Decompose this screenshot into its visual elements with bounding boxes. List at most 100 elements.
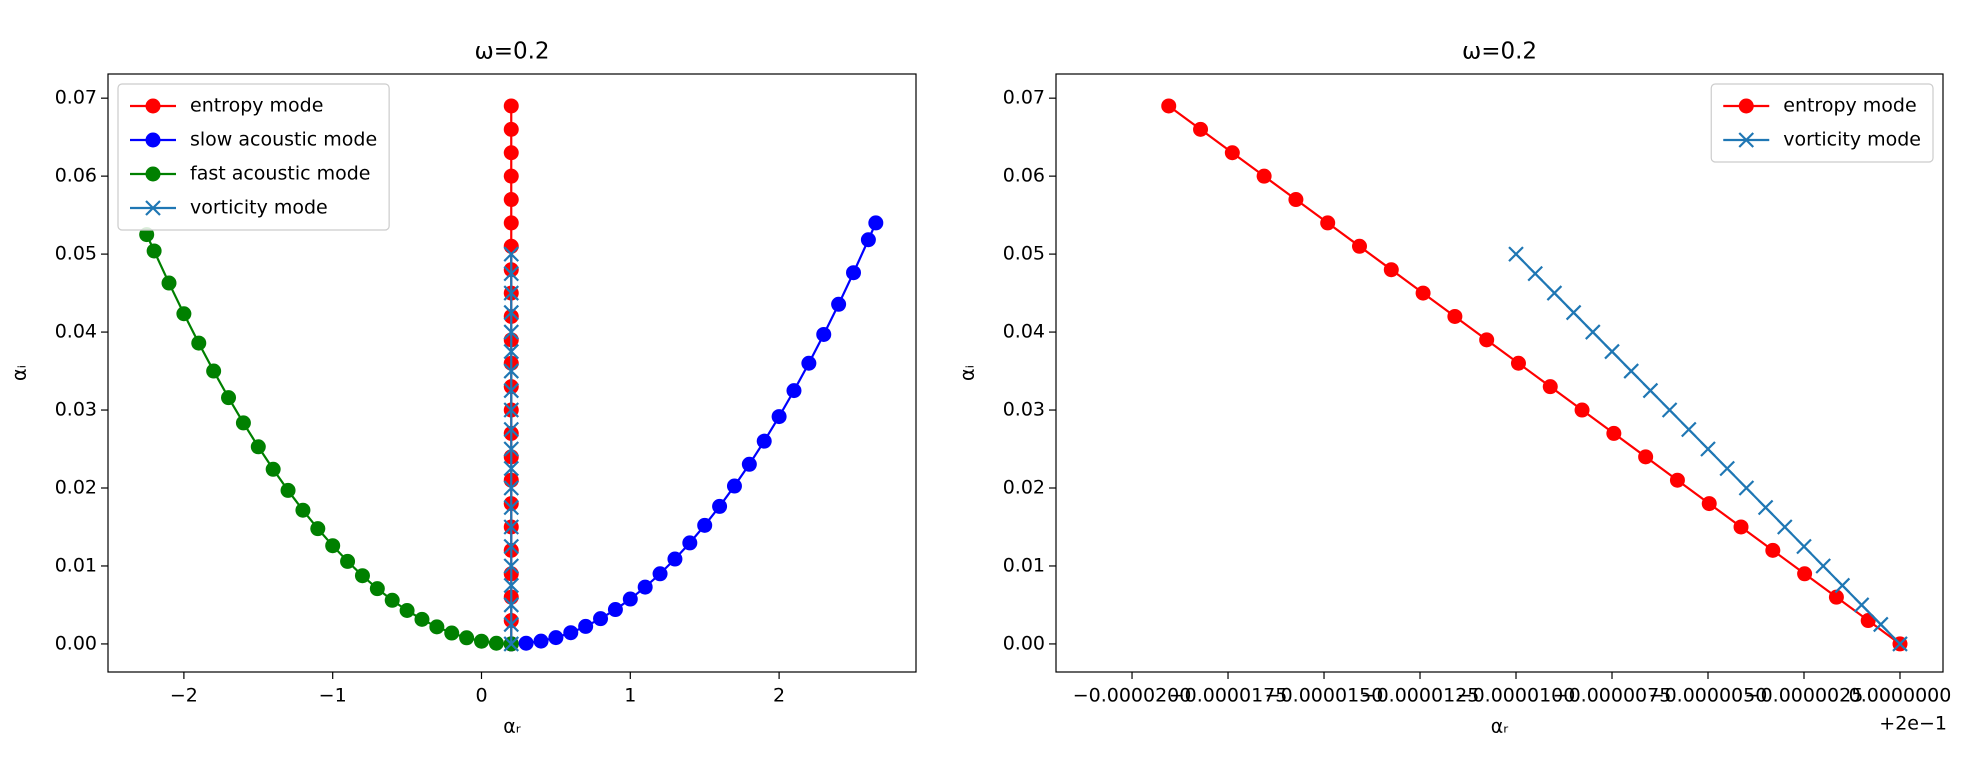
marker — [831, 296, 847, 312]
y-tick-label: 0.05 — [1003, 243, 1045, 265]
marker — [176, 306, 192, 322]
marker — [1604, 343, 1620, 360]
marker — [1853, 597, 1870, 613]
x-tick-label: −0.0000150 — [1265, 685, 1384, 707]
marker — [503, 441, 520, 457]
marker — [1738, 480, 1755, 496]
x-tick-label: −0.0000200 — [1073, 685, 1192, 707]
marker — [280, 482, 296, 498]
plot-area — [1056, 74, 1943, 672]
x-tick-label: 0 — [475, 685, 487, 707]
y-tick-label: 0.05 — [55, 243, 97, 265]
marker — [607, 602, 623, 618]
marker — [250, 439, 266, 455]
y-tick-label: 0.00 — [55, 632, 97, 654]
legend-label: vorticity mode — [190, 197, 328, 219]
marker — [1161, 98, 1177, 114]
marker — [1585, 324, 1601, 340]
marker — [325, 538, 341, 554]
legend-box — [1710, 83, 1934, 163]
marker — [503, 98, 519, 114]
marker — [712, 498, 728, 514]
marker — [503, 324, 520, 340]
marker — [503, 168, 519, 184]
chart-title: ω=0.2 — [474, 39, 549, 65]
marker — [191, 335, 207, 351]
marker — [1796, 538, 1812, 555]
marker — [1834, 577, 1851, 594]
marker — [518, 635, 534, 651]
legend-box — [117, 83, 390, 231]
marker — [1681, 421, 1697, 438]
y-tick-label: 0.03 — [55, 399, 97, 421]
marker — [503, 363, 520, 379]
marker — [221, 390, 237, 406]
marker — [578, 618, 594, 634]
x-tick-label: −0.0000050 — [1649, 685, 1768, 707]
marker — [1892, 636, 1908, 652]
marker — [1351, 238, 1367, 254]
marker — [206, 363, 222, 379]
marker — [1546, 285, 1563, 301]
marker — [741, 456, 757, 472]
marker — [503, 246, 520, 262]
marker — [503, 121, 519, 137]
chart-title: ω=0.2 — [1462, 39, 1537, 65]
marker — [1383, 262, 1399, 278]
x-tick-label: −0.0000075 — [1553, 685, 1672, 707]
marker — [801, 355, 817, 371]
marker — [726, 478, 742, 494]
marker — [503, 192, 519, 208]
legend-label: vorticity mode — [1783, 129, 1921, 151]
marker — [1542, 379, 1558, 395]
marker — [816, 326, 832, 342]
marker — [235, 415, 251, 431]
marker — [295, 502, 311, 518]
marker — [1669, 472, 1685, 488]
y-tick-label: 0.02 — [1003, 477, 1045, 499]
marker — [1815, 558, 1831, 574]
marker — [593, 611, 609, 627]
marker — [1606, 425, 1622, 441]
x-offset-text: +2e−1 — [1879, 713, 1947, 735]
y-tick-label: 0.03 — [1003, 399, 1045, 421]
marker — [548, 630, 564, 646]
legend-marker — [145, 200, 161, 216]
marker — [503, 402, 520, 418]
marker — [622, 591, 638, 607]
marker — [756, 433, 772, 449]
y-tick-label: 0.01 — [1003, 554, 1045, 576]
legend-marker — [145, 166, 161, 182]
marker — [503, 285, 520, 301]
x-axis-label: αᵣ — [503, 716, 521, 738]
marker — [846, 265, 862, 281]
legend-label: fast acoustic mode — [190, 163, 370, 185]
axes-frame — [107, 73, 917, 673]
x-tick-label: −1 — [319, 685, 347, 707]
marker — [503, 597, 520, 613]
marker — [444, 625, 460, 641]
x-tick-label: 2 — [773, 685, 785, 707]
marker — [682, 535, 698, 551]
axes-frame — [1055, 73, 1944, 673]
marker — [369, 581, 385, 597]
y-axis-label: αᵢ — [957, 365, 979, 381]
marker — [1508, 246, 1524, 262]
y-tick-label: 0.04 — [1003, 321, 1045, 343]
y-tick-label: 0.07 — [1003, 87, 1045, 109]
subplot: ω=0.2−0.0000200−0.0000175−0.0000150−0.00… — [957, 39, 1952, 738]
marker — [1574, 402, 1590, 418]
marker — [503, 265, 520, 282]
marker — [503, 238, 519, 254]
marker — [1765, 542, 1781, 558]
marker — [161, 275, 177, 291]
marker — [563, 625, 579, 641]
marker — [1719, 460, 1735, 477]
marker — [503, 480, 520, 496]
marker — [503, 460, 520, 477]
x-tick-label: −0.0000100 — [1457, 685, 1576, 707]
marker — [503, 636, 520, 652]
x-tick-label: 1 — [624, 685, 636, 707]
marker — [459, 630, 475, 646]
